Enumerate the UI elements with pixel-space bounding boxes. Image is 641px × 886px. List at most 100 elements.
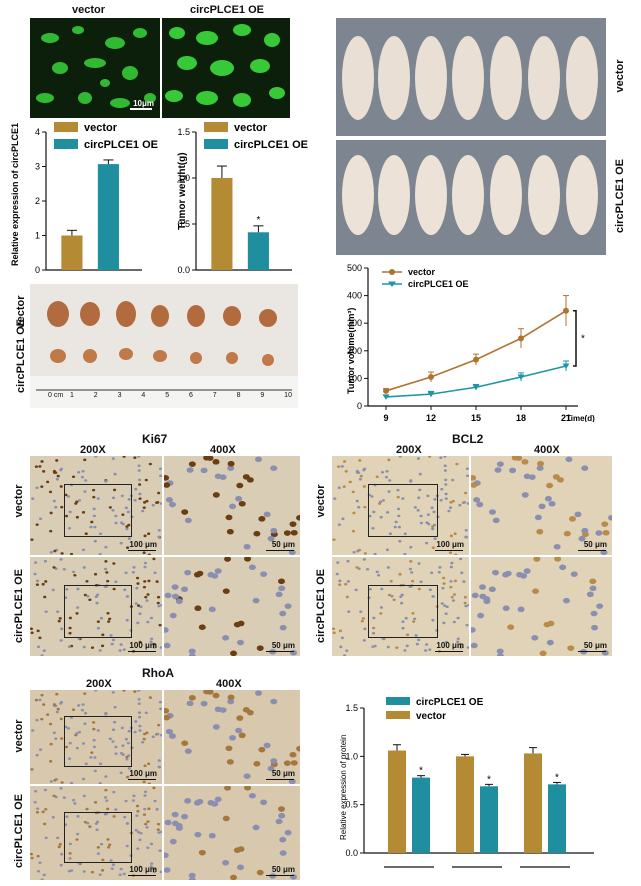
nucleus xyxy=(77,499,82,502)
y-tick-label: 1 xyxy=(35,231,40,241)
nucleus xyxy=(120,494,124,498)
nucleus xyxy=(356,549,360,553)
nucleus xyxy=(35,718,39,722)
nucleus xyxy=(156,822,161,826)
fluorescence-image-oe xyxy=(162,18,290,118)
nucleus xyxy=(43,788,48,792)
fluor-scale-bar xyxy=(130,108,152,110)
nucleus xyxy=(89,525,93,529)
nucleus xyxy=(124,506,128,510)
nucleus xyxy=(181,586,189,593)
nucleus xyxy=(49,511,53,515)
nucleus xyxy=(55,459,59,462)
nucleus xyxy=(372,510,376,514)
nucleus xyxy=(258,746,266,753)
nucleus xyxy=(42,703,46,706)
nucleus xyxy=(462,501,467,504)
nucleus xyxy=(118,873,122,877)
bcl2-panel: 100 μm 50 μm 100 μm 50 μm xyxy=(332,456,612,656)
nucleus xyxy=(150,637,154,641)
nucleus xyxy=(147,782,151,784)
scale-bar xyxy=(128,874,156,876)
nucleus xyxy=(137,702,141,706)
nucleus xyxy=(171,811,179,818)
nucleus xyxy=(60,852,64,856)
nucleus xyxy=(104,788,108,792)
nucleus xyxy=(59,468,63,472)
scale-label: 100 μm xyxy=(129,865,157,874)
nucleus xyxy=(426,494,430,498)
mice-row-vector-label: vector xyxy=(614,59,626,93)
nucleus xyxy=(362,485,367,488)
bcl2-vector-high-image: 50 μm xyxy=(471,456,612,555)
nucleus xyxy=(104,545,108,549)
y-tick-label: 200 xyxy=(347,346,362,356)
nucleus xyxy=(394,520,398,524)
nucleus xyxy=(346,580,350,583)
nucleus xyxy=(591,624,599,631)
x-tick-label: 15 xyxy=(471,413,481,422)
nucleus xyxy=(471,642,478,649)
nucleus xyxy=(333,497,337,500)
nucleus xyxy=(152,646,156,649)
nucleus xyxy=(444,640,448,644)
nucleus xyxy=(59,787,63,790)
nucleus xyxy=(381,499,385,502)
nucleus xyxy=(411,579,415,583)
chart1-ylabel: Relative expression of circPLCE1 xyxy=(10,123,20,266)
nucleus xyxy=(80,708,85,712)
nucleus xyxy=(194,831,202,838)
nucleus xyxy=(337,486,341,490)
nucleus xyxy=(112,720,117,724)
nucleus xyxy=(127,729,131,733)
nucleus xyxy=(396,488,400,492)
nucleus xyxy=(164,642,171,649)
scale-label: 100 μm xyxy=(129,540,157,549)
nucleus xyxy=(135,586,139,590)
scale-label: 50 μm xyxy=(271,769,295,778)
nucleus xyxy=(94,456,98,458)
nucleus xyxy=(188,877,196,880)
nucleus xyxy=(351,529,356,533)
nucleus xyxy=(31,729,35,732)
nucleus xyxy=(419,580,423,584)
nucleus xyxy=(111,496,116,500)
nucleus xyxy=(417,496,421,500)
bar-vector xyxy=(61,235,83,270)
nucleus xyxy=(75,732,79,735)
nucleus xyxy=(56,836,60,840)
fluor-label-oe: circPLCE1 OE xyxy=(190,4,264,16)
tissue-texture xyxy=(30,690,162,784)
nucleus xyxy=(65,587,69,591)
nucleus xyxy=(138,640,142,644)
bcl2-mag-high: 400X xyxy=(534,444,560,456)
nucleus xyxy=(169,612,177,619)
significance-star: * xyxy=(256,215,260,226)
rhoa-panel: 100 μm 50 μm 100 μm 50 μm xyxy=(30,690,300,880)
scale-bar xyxy=(266,549,294,551)
nucleus xyxy=(94,690,98,692)
bar-circplce1-oe xyxy=(548,784,566,853)
ruler-tick: 7 xyxy=(212,392,217,399)
nucleus xyxy=(248,564,256,571)
nucleus xyxy=(138,865,142,869)
nucleus xyxy=(279,836,287,843)
nucleus xyxy=(83,692,87,695)
nucleus xyxy=(253,530,261,537)
nucleus xyxy=(43,559,48,563)
nucleus xyxy=(236,482,244,489)
nucleus xyxy=(114,521,118,525)
nucleus xyxy=(125,527,129,531)
nucleus xyxy=(93,525,97,529)
nucleus xyxy=(433,537,437,540)
nucleus xyxy=(139,831,143,835)
rhoa-vector-low-image: 100 μm xyxy=(30,690,162,784)
nucleus xyxy=(77,704,81,707)
nucleus xyxy=(119,643,123,646)
nucleus xyxy=(138,724,142,728)
nucleus xyxy=(72,798,76,802)
nucleus xyxy=(53,549,57,553)
rhoa-oe-high-image: 50 μm xyxy=(164,786,300,880)
nucleus xyxy=(103,796,108,799)
nucleus xyxy=(158,849,162,852)
